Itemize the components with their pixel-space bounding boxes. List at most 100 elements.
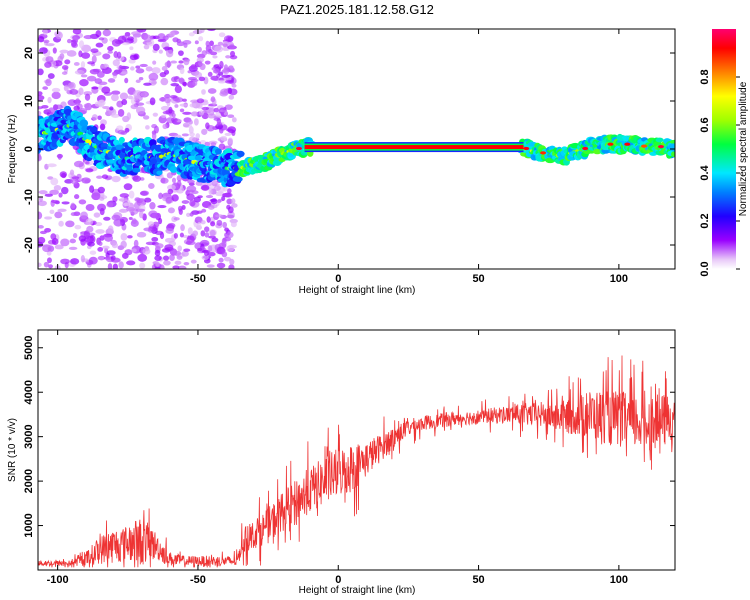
spectrogram-ridge-core [85, 139, 92, 144]
spectrogram-noise-blob [214, 68, 220, 74]
spectrogram-noise-blob [96, 175, 103, 179]
spectrogram-noise-blob [118, 198, 128, 202]
spectrogram-noise-blob [89, 250, 97, 255]
spectrogram-noise-blob [111, 113, 120, 118]
spectrogram-noise-blob [127, 235, 133, 239]
spectrogram-noise-blob [100, 64, 108, 69]
spectrogram-noise-blob [124, 249, 133, 256]
spectrogram-noise-blob [177, 245, 182, 252]
spectrogram-noise-blob [143, 34, 153, 43]
spectrogram-ridge-blob [214, 148, 222, 155]
spectrogram-noise-blob [98, 241, 103, 246]
spectrogram-noise-blob [159, 71, 167, 78]
spectrogram-noise-blob [218, 32, 226, 38]
spectrogram-ridge-blob [232, 176, 243, 183]
spectrogram-noise-blob [117, 108, 125, 117]
spectrogram-noise-blob [181, 205, 186, 210]
spectrogram-ridge-blob [236, 150, 245, 158]
spectrogram-noise-blob [152, 43, 160, 51]
spectrogram-noise-blob [173, 217, 180, 221]
snr-x-tick-label: -100 [47, 574, 69, 586]
colorbar-tick-label: 0.2 [699, 213, 711, 228]
spectrogram-noise-blob [61, 71, 68, 75]
spectrogram-noise-blob [196, 102, 203, 109]
spectrogram-noise-blob [38, 200, 47, 207]
spectrogram-noise-blob [68, 246, 78, 251]
spectrogram-noise-blob [197, 46, 202, 53]
spectrogram-noise-blob [186, 185, 197, 193]
spectrogram-noise-blob [46, 257, 52, 264]
spectrogram-noise-blob [226, 231, 234, 239]
spectrogram-noise-blob [173, 232, 178, 239]
spectrogram-noise-blob [218, 143, 226, 151]
spectrogram-noise-blob [196, 210, 203, 214]
spectrogram-noise-blob [72, 29, 82, 35]
spectrogram-noise-blob [171, 194, 179, 202]
spectrogram-noise-blob [160, 105, 170, 111]
spectrogram-ridge-peak [624, 142, 631, 146]
spectrogram-noise-blob [51, 91, 61, 100]
spectrogram-noise-blob [126, 36, 134, 41]
spectrogram-noise-blob [186, 212, 191, 217]
figure-title: PAZ1.2025.181.12.58.G12 [280, 2, 434, 17]
spectrogram-noise-blob [221, 195, 226, 202]
spectrogram-noise-blob [154, 266, 161, 269]
spectrogram-noise-blob [38, 225, 44, 229]
spectrogram-noise-blob [70, 258, 80, 265]
spectrogram-noise-blob [104, 234, 113, 242]
spectrogram-noise-blob [60, 238, 70, 247]
spectrogram-x-tick-label: -100 [47, 273, 69, 285]
spectrogram-noise-blob [42, 29, 48, 36]
spectrogram-noise-blob [148, 72, 159, 81]
spectrogram-noise-blob [180, 224, 185, 232]
spectrogram-noise-blob [73, 105, 80, 111]
spectrogram-noise-blob [211, 180, 218, 187]
spectrogram-noise-blob [215, 214, 224, 218]
spectrogram-noise-blob [164, 244, 174, 251]
spectrogram-noise-blob [204, 232, 210, 238]
spectrogram-noise-blob [178, 266, 187, 269]
spectrogram-noise-blob [183, 58, 190, 66]
spectrogram-noise-blob [160, 114, 167, 118]
spectrogram-noise-blob [226, 204, 231, 210]
spectrogram-noise-blob [188, 32, 195, 37]
spectrogram-noise-blob [107, 263, 113, 269]
spectrogram-noise-blob [130, 104, 138, 110]
spectrogram-noise-blob [178, 50, 184, 56]
spectrogram-noise-blob [137, 253, 148, 262]
spectrogram-noise-blob [99, 123, 106, 131]
snr-y-tick-label: 1000 [23, 513, 35, 537]
spectrogram-noise-blob [214, 45, 224, 53]
spectrogram-noise-blob [88, 232, 96, 236]
spectrogram-ridge-blob [118, 136, 125, 144]
spectrogram-noise-blob [120, 71, 128, 75]
spectrogram-noise-blob [44, 216, 53, 220]
spectrogram-noise-blob [57, 153, 62, 160]
spectrogram-noise-blob [129, 46, 134, 51]
spectrogram-noise-blob [222, 43, 228, 48]
spectrogram-x-tick-label: 100 [610, 273, 628, 285]
spectrogram-noise-blob [89, 185, 95, 193]
spectrogram-ridge-blob [89, 126, 98, 133]
spectrogram-noise-blob [223, 192, 233, 198]
spectrogram-noise-blob [205, 40, 210, 47]
spectrogram-noise-blob [131, 218, 137, 225]
spectrogram-noise-blob [81, 52, 91, 59]
spectrogram-noise-blob [111, 90, 121, 95]
spectrogram-noise-blob [102, 29, 112, 37]
spectrogram-noise-blob [133, 239, 139, 248]
spectrogram-noise-blob [97, 115, 102, 121]
spectrogram-noise-blob [59, 171, 68, 178]
spectrogram-noise-blob [74, 70, 85, 75]
spectrogram-noise-blob [124, 31, 131, 37]
spectrogram-noise-blob [188, 126, 194, 134]
spectrogram-noise-blob [216, 262, 226, 269]
spectrogram-ridge-blob [51, 139, 58, 148]
spectrogram-noise-blob [182, 111, 192, 115]
spectrogram-noise-blob [112, 71, 118, 76]
spectrogram-noise-blob [59, 49, 69, 54]
spectrogram-noise-blob [91, 55, 97, 64]
spectrogram-noise-blob [131, 248, 137, 253]
spectrogram-noise-blob [201, 184, 210, 191]
spectrogram-noise-blob [212, 55, 218, 59]
